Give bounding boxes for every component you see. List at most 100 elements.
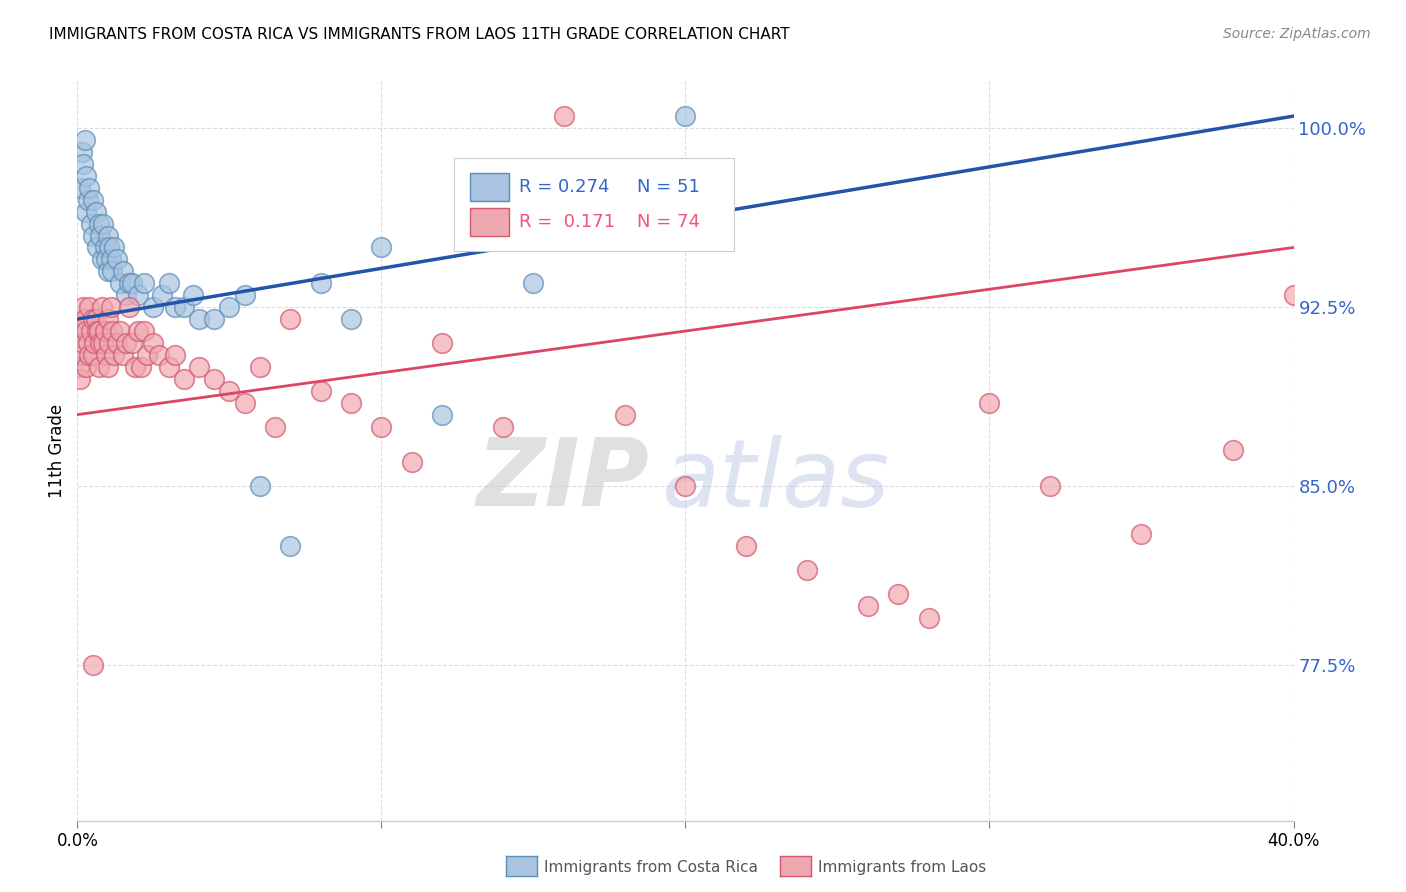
Point xyxy=(100,300,122,314)
Point xyxy=(142,336,165,351)
Point xyxy=(118,277,141,291)
Point xyxy=(100,252,122,267)
Point xyxy=(181,288,204,302)
Point xyxy=(1039,479,1062,493)
Point xyxy=(111,348,134,362)
Point xyxy=(218,300,240,314)
Point xyxy=(309,384,332,398)
Point xyxy=(127,288,149,302)
Point xyxy=(173,300,195,314)
Bar xyxy=(470,173,509,201)
Point xyxy=(1222,443,1244,458)
Point xyxy=(80,324,103,338)
Point xyxy=(84,312,107,326)
Point xyxy=(79,348,101,362)
Point xyxy=(129,359,152,374)
Point xyxy=(163,300,186,314)
Point xyxy=(103,348,125,362)
Point xyxy=(82,658,104,673)
Point xyxy=(80,217,103,231)
Point xyxy=(72,300,94,314)
Point xyxy=(553,109,575,123)
Point xyxy=(202,372,225,386)
Point xyxy=(233,288,256,302)
Point xyxy=(98,336,121,351)
Point xyxy=(309,277,332,291)
Point xyxy=(96,252,118,267)
Point xyxy=(492,419,515,434)
Point xyxy=(97,264,120,278)
Point xyxy=(97,228,120,243)
Point xyxy=(89,228,111,243)
Point xyxy=(142,300,165,314)
Point xyxy=(105,252,128,267)
Point xyxy=(79,180,101,194)
Point xyxy=(157,359,180,374)
Point xyxy=(188,312,211,326)
Point xyxy=(70,348,93,362)
Point xyxy=(118,300,141,314)
Point xyxy=(73,133,96,147)
Point xyxy=(98,240,121,254)
Point xyxy=(101,324,124,338)
Point xyxy=(69,372,91,386)
Text: IMMIGRANTS FROM COSTA RICA VS IMMIGRANTS FROM LAOS 11TH GRADE CORRELATION CHART: IMMIGRANTS FROM COSTA RICA VS IMMIGRANTS… xyxy=(49,27,790,42)
Point xyxy=(233,395,256,409)
Point xyxy=(79,300,101,314)
Point xyxy=(522,277,544,291)
Point xyxy=(340,395,363,409)
Point xyxy=(111,264,134,278)
Point xyxy=(82,312,104,326)
Point xyxy=(136,348,159,362)
Point xyxy=(91,336,114,351)
Point xyxy=(69,324,91,338)
Point xyxy=(72,157,94,171)
Point xyxy=(134,324,156,338)
Text: R =  0.171: R = 0.171 xyxy=(519,212,614,231)
Y-axis label: 11th Grade: 11th Grade xyxy=(48,403,66,498)
Point xyxy=(93,324,115,338)
Point xyxy=(613,408,636,422)
FancyBboxPatch shape xyxy=(454,158,734,251)
Text: ZIP: ZIP xyxy=(477,434,650,526)
Point xyxy=(430,336,453,351)
Point xyxy=(188,359,211,374)
Point xyxy=(675,109,697,123)
Point xyxy=(1130,527,1153,541)
Point xyxy=(73,312,96,326)
Point xyxy=(735,539,758,553)
Point xyxy=(127,324,149,338)
Point xyxy=(121,277,143,291)
Point xyxy=(75,169,97,183)
Point xyxy=(82,348,104,362)
Point xyxy=(1282,288,1305,302)
Text: Immigrants from Costa Rica: Immigrants from Costa Rica xyxy=(544,860,758,874)
Point xyxy=(90,300,112,314)
Point xyxy=(202,312,225,326)
Point xyxy=(796,563,818,577)
Point xyxy=(89,336,111,351)
Point xyxy=(87,217,110,231)
Text: N = 74: N = 74 xyxy=(637,212,700,231)
Point xyxy=(856,599,879,613)
Bar xyxy=(470,208,509,235)
Point xyxy=(152,288,174,302)
Point xyxy=(108,324,131,338)
Point xyxy=(75,324,97,338)
Point xyxy=(264,419,287,434)
Point xyxy=(979,395,1001,409)
Point xyxy=(401,455,423,469)
Point xyxy=(124,359,146,374)
Point xyxy=(103,240,125,254)
Point xyxy=(67,359,90,374)
Point xyxy=(82,193,104,207)
Point xyxy=(887,587,910,601)
Point xyxy=(101,264,124,278)
Text: Source: ZipAtlas.com: Source: ZipAtlas.com xyxy=(1223,27,1371,41)
Point xyxy=(90,252,112,267)
Point xyxy=(87,324,110,338)
Point xyxy=(84,204,107,219)
Point xyxy=(91,217,114,231)
Point xyxy=(278,539,301,553)
Point xyxy=(97,359,120,374)
